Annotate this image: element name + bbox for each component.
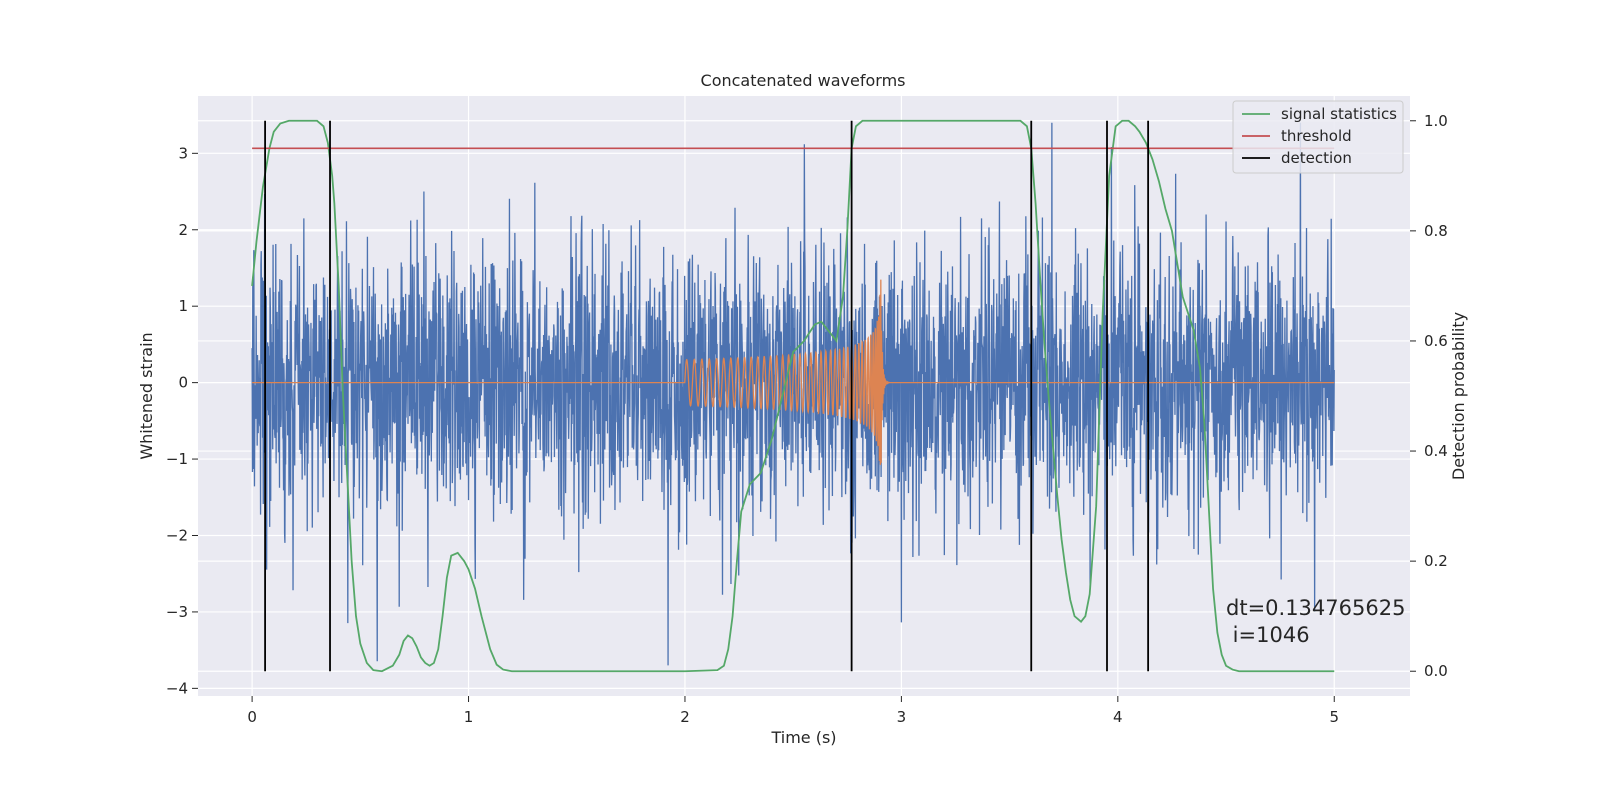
- legend: signal statistics threshold detection: [1232, 100, 1404, 174]
- y2-tick-label: 0.4: [1424, 442, 1448, 460]
- x-axis-ticks: 0 1 2 3 4 5: [247, 696, 1339, 726]
- legend-box: [1232, 100, 1404, 174]
- x-tick-label: 0: [247, 708, 257, 726]
- y-tick-label: 3: [178, 144, 188, 162]
- y2-tick-label: 0.8: [1424, 222, 1448, 240]
- y-axis-ticks: −4 −3 −2 −1 0 1 2 3: [166, 144, 198, 697]
- legend-label-signal-statistics: signal statistics: [1281, 105, 1397, 123]
- x-tick-label: 4: [1113, 708, 1123, 726]
- signal-waveform-series: [252, 279, 1335, 465]
- x-axis-label: Time (s): [770, 728, 836, 747]
- strain-noise-line: [251, 122, 1335, 666]
- y-tick-label: −3: [166, 603, 188, 621]
- legend-label-threshold: threshold: [1281, 127, 1352, 145]
- y-tick-label: 1: [178, 297, 188, 315]
- y2-axis-label: Detection probability: [1449, 312, 1468, 480]
- probability-layer: [251, 119, 1335, 673]
- signal-statistics-line: [251, 119, 1335, 673]
- y2-tick-label: 1.0: [1424, 112, 1448, 130]
- y-axis-label: Whitened strain: [137, 332, 156, 459]
- x-tick-label: 1: [464, 708, 474, 726]
- y2-tick-label: 0.6: [1424, 332, 1448, 350]
- annotation-dt: dt=0.134765625: [1226, 596, 1405, 620]
- y2-tick-label: 0.2: [1424, 552, 1448, 570]
- y2-axis-ticks: 0.0 0.2 0.4 0.6 0.8 1.0: [1410, 112, 1448, 680]
- x-tick-label: 5: [1329, 708, 1339, 726]
- y-tick-label: −2: [166, 526, 188, 544]
- y-tick-label: −4: [166, 679, 188, 697]
- x-tick-label: 2: [680, 708, 690, 726]
- y-tick-label: −1: [166, 450, 188, 468]
- chirp-line: [252, 279, 1335, 465]
- y-tick-label: 2: [178, 221, 188, 239]
- legend-label-detection: detection: [1281, 149, 1352, 167]
- chart-title: Concatenated waveforms: [701, 71, 906, 90]
- y2-tick-label: 0.0: [1424, 662, 1448, 680]
- annotation-index: i=1046: [1226, 623, 1310, 647]
- whitened-strain-series: [251, 122, 1335, 666]
- y-tick-label: 0: [178, 374, 188, 392]
- x-tick-label: 3: [897, 708, 907, 726]
